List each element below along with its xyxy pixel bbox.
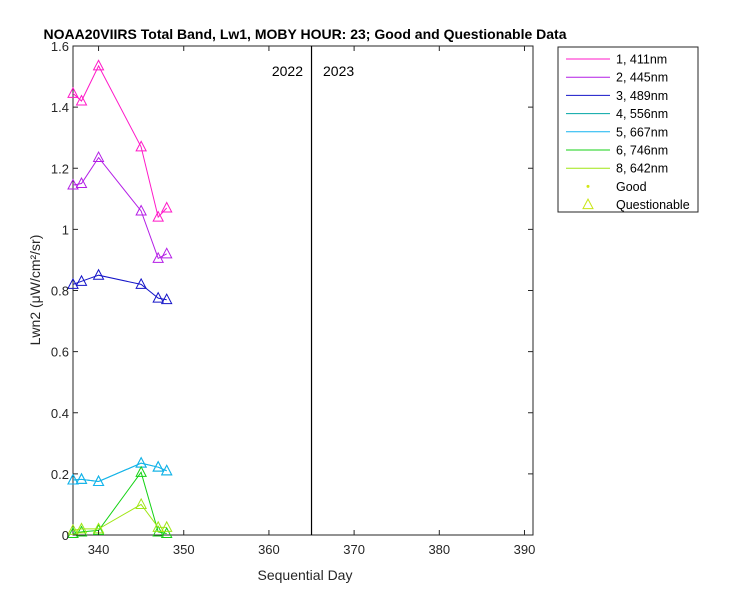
data-point-marker — [67, 178, 79, 190]
data-point-marker — [67, 526, 79, 538]
series-3 — [67, 268, 173, 305]
y-tick-label: 0 — [62, 528, 69, 543]
data-point-marker — [75, 472, 88, 484]
x-axis-ticks: 340 350 360 370 380 390 — [88, 46, 536, 557]
data-point-marker — [135, 277, 147, 289]
legend: 1, 411nm 2, 445nm 3, 489nm 4, 556nm 5, 667nm… — [557, 46, 699, 213]
data-point-marker — [135, 497, 147, 509]
legend-entry: Questionable — [616, 198, 690, 212]
y-tick-label: 0.6 — [51, 345, 69, 360]
y-tick-label: 0.4 — [51, 406, 69, 421]
data-point-marker — [160, 520, 173, 532]
x-tick-label: 390 — [514, 542, 536, 557]
legend-entry: 8, 642nm — [616, 162, 668, 176]
legend-entry: 3, 489nm — [616, 89, 668, 103]
data-point-marker — [160, 201, 173, 213]
data-point-marker — [92, 268, 105, 280]
y-tick-label: 1.6 — [51, 39, 69, 54]
data-point-marker — [152, 210, 165, 222]
y-tick-label: 1.2 — [51, 161, 69, 176]
x-axis-label: Sequential Day — [258, 567, 353, 583]
data-point-marker — [75, 176, 88, 189]
plot-area — [67, 45, 534, 538]
data-point-marker — [152, 291, 165, 303]
legend-entry: 4, 556nm — [616, 107, 668, 121]
data-point-marker — [160, 247, 173, 259]
data-point-marker — [75, 525, 88, 537]
y-tick-label: 0.8 — [51, 284, 69, 299]
data-point-marker — [135, 465, 147, 477]
data-point-marker — [152, 460, 165, 472]
y-tick-label: 1 — [62, 222, 69, 237]
series-line — [72, 64, 168, 219]
legend-entry: 5, 667nm — [616, 125, 668, 139]
x-tick-label: 360 — [258, 542, 280, 557]
legend-box — [557, 46, 699, 213]
data-point-marker — [160, 464, 173, 476]
data-point-marker — [75, 274, 88, 286]
data-point-marker — [152, 520, 165, 532]
data-point-marker — [152, 251, 165, 263]
y-tick-label: 0.2 — [51, 467, 69, 482]
series-line — [72, 503, 167, 531]
chart-title: NOAA20VIIRS Total Band, Lw1, MOBY HOUR: … — [44, 26, 567, 42]
axes-box — [72, 45, 534, 536]
data-point-marker — [160, 293, 173, 305]
legend-questionable-marker — [582, 198, 594, 210]
data-point-marker — [75, 94, 88, 106]
year-label-right: 2023 — [323, 63, 354, 79]
legend-entry: Good — [616, 180, 647, 194]
y-tick-label: 1.4 — [51, 100, 69, 115]
data-point-marker — [92, 59, 105, 71]
data-point-marker — [67, 473, 79, 485]
series-1 — [67, 59, 173, 222]
series-7 — [67, 497, 173, 535]
data-point-marker — [67, 86, 79, 98]
year-label-left: 2022 — [272, 63, 303, 79]
x-tick-label: 380 — [428, 542, 450, 557]
series-2 — [67, 150, 173, 263]
series-line — [72, 156, 167, 260]
data-point-marker — [67, 277, 79, 289]
data-point-marker — [92, 150, 105, 163]
legend-good-marker — [586, 184, 590, 188]
y-axis-ticks: 0 0.2 0.4 0.6 0.8 1 1.2 1.4 1.6 — [51, 39, 533, 543]
x-tick-label: 340 — [88, 542, 110, 557]
y-axis-label: Lwn2 (μW/cm²/sr) — [27, 235, 43, 346]
x-tick-label: 370 — [343, 542, 365, 557]
series-line — [72, 471, 167, 534]
x-tick-label: 350 — [173, 542, 195, 557]
legend-entry: 6, 746nm — [616, 144, 668, 158]
legend-entry: 2, 445nm — [616, 71, 668, 85]
legend-entry: 1, 411nm — [616, 53, 667, 67]
data-point-marker — [75, 522, 88, 534]
data-point-marker — [160, 526, 173, 538]
data-point-marker — [92, 474, 105, 487]
data-point-marker — [135, 140, 147, 152]
data-point-marker — [67, 523, 79, 535]
series-line — [72, 274, 167, 301]
data-point-marker — [135, 204, 147, 216]
series-line — [72, 462, 167, 483]
